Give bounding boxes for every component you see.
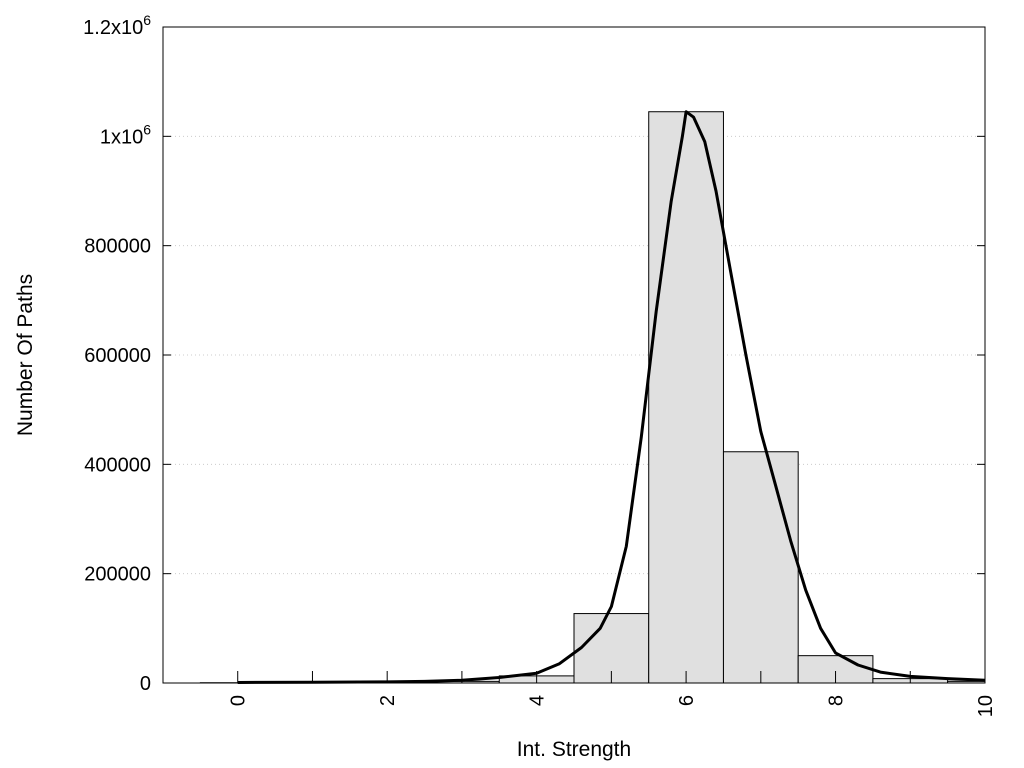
x-tick-label: 8 bbox=[826, 695, 848, 706]
x-tick-label: 6 bbox=[676, 695, 698, 706]
y-tick-label: 0 bbox=[140, 673, 151, 695]
x-tick-label: 4 bbox=[527, 695, 549, 706]
y-tick-label: 1x106 bbox=[100, 121, 151, 148]
y-tick-label: 200000 bbox=[84, 564, 151, 586]
histogram-bar bbox=[648, 111, 724, 684]
x-tick-label: 0 bbox=[228, 695, 250, 706]
y-axis-label: Number Of Paths bbox=[14, 274, 37, 436]
x-axis-ticks: 0 2 4 6 8 10 bbox=[228, 671, 997, 717]
gridlines bbox=[163, 135, 985, 575]
fit-curve-group bbox=[237, 110, 986, 684]
x-tick-label: 10 bbox=[975, 695, 997, 717]
histogram-bars bbox=[199, 111, 986, 684]
x-axis-label: Int. Strength bbox=[517, 738, 631, 761]
x-tick-label: 2 bbox=[377, 695, 399, 706]
plot-frame bbox=[162, 26, 986, 684]
y-tick-label: 800000 bbox=[84, 236, 151, 258]
y-tick-label: 400000 bbox=[84, 454, 151, 476]
y-axis-ticks: 0 200000 400000 600000 800000 1x106 1.2x106 bbox=[83, 12, 985, 695]
histogram-bar bbox=[722, 451, 799, 684]
y-tick-label: 600000 bbox=[84, 345, 151, 367]
fit-curve bbox=[237, 110, 986, 684]
y-tick-label: 1.2x106 bbox=[83, 12, 151, 39]
